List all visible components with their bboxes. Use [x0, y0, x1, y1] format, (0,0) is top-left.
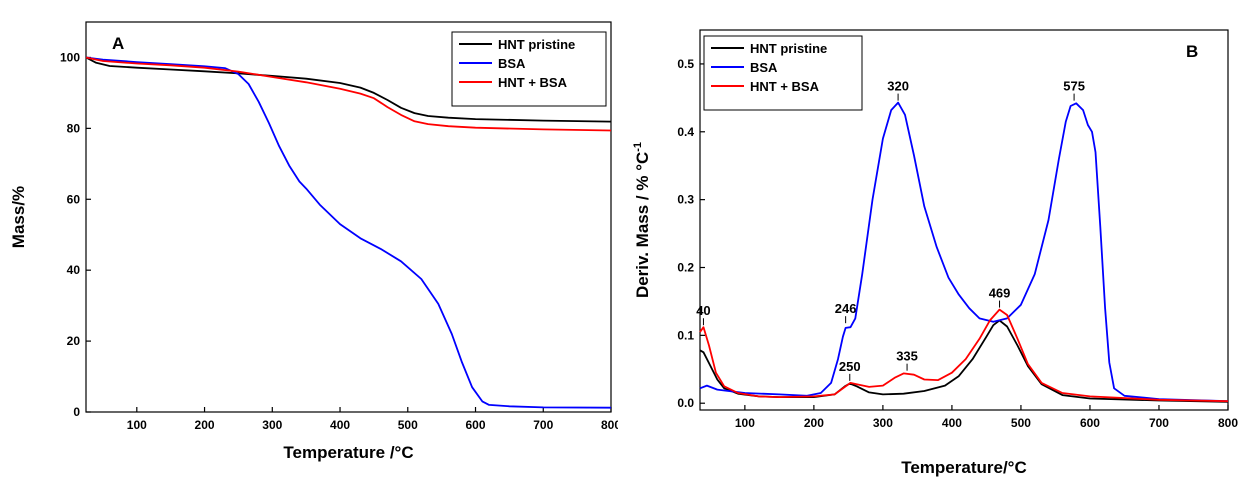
x-tick-label-a-600: 600	[466, 418, 486, 432]
y-axis-title-b-sup: -1	[632, 142, 644, 152]
y-tick-label-b-0-2: 0.2	[677, 261, 694, 275]
x-tick-label-a-200: 200	[195, 418, 215, 432]
y-tick-label-b-0-5: 0.5	[677, 57, 694, 71]
x-tick-label-a-500: 500	[398, 418, 418, 432]
x-tick-label-a-800: 800	[601, 418, 618, 432]
x-tick-label-a-400: 400	[330, 418, 350, 432]
y-axis-title-b-main: Deriv. Mass / % °C	[633, 152, 652, 298]
y-tick-label-a-80: 80	[67, 121, 81, 135]
legend-label-a-hnt-pristine: HNT pristine	[498, 37, 575, 52]
peak-label-b-575: 575	[1063, 79, 1085, 94]
y-tick-label-a-20: 20	[67, 334, 81, 348]
peak-label-b-320: 320	[887, 79, 909, 94]
x-tick-label-b-600: 600	[1080, 416, 1100, 430]
legend-label-a-bsa: BSA	[498, 56, 526, 71]
series-line-b-bsa	[699, 101, 1229, 403]
peak-label-b-469: 469	[989, 286, 1011, 301]
series-line-a-hnt-pristine	[85, 56, 612, 123]
y-tick-label-b-0-1: 0.1	[677, 328, 694, 342]
x-tick-label-b-300: 300	[873, 416, 893, 430]
x-tick-label-b-100: 100	[735, 416, 755, 430]
legend-label-a-hnt-bsa: HNT + BSA	[498, 75, 568, 90]
peak-label-b-40: 40	[696, 303, 710, 318]
x-tick-label-b-700: 700	[1149, 416, 1169, 430]
chart-b: 100 200 300 400 500 600 700 800 0.0 0.1 0.2 0.3 0.4 0…	[632, 29, 1238, 477]
x-tick-label-b-800: 800	[1218, 416, 1238, 430]
panel-letter-b: B	[1186, 42, 1198, 61]
y-tick-label-a-60: 60	[67, 192, 81, 206]
y-tick-label-b-0-3: 0.3	[677, 193, 694, 207]
legend-label-b-hnt-bsa: HNT + BSA	[750, 79, 820, 94]
panel-letter-a: A	[112, 34, 124, 53]
x-tick-label-a-300: 300	[262, 418, 282, 432]
x-tick-label-a-100: 100	[127, 418, 147, 432]
x-tick-label-b-500: 500	[1011, 416, 1031, 430]
peak-label-b-250: 250	[839, 359, 861, 374]
legend-label-b-bsa: BSA	[750, 60, 778, 75]
x-tick-label-b-200: 200	[804, 416, 824, 430]
y-tick-label-b-0: 0.0	[677, 396, 694, 410]
series-line-b-hnt-bsa	[699, 308, 1229, 403]
peak-label-b-246: 246	[835, 301, 857, 316]
x-tick-label-b-400: 400	[942, 416, 962, 430]
plot-frame-b	[699, 29, 1229, 411]
x-tick-label-a-700: 700	[533, 418, 553, 432]
y-tick-label-a-0: 0	[73, 405, 80, 419]
plot-frame-a	[85, 21, 612, 413]
y-axis-title-b: Deriv. Mass / % °C-1	[632, 142, 652, 298]
chart-a: 100 200 300 400 500 600 700 800 0 20 40 60 80 100 A H…	[9, 21, 618, 462]
y-tick-label-a-100: 100	[60, 50, 80, 64]
legend-label-b-hnt-pristine: HNT pristine	[750, 41, 827, 56]
series-line-a-bsa	[85, 56, 612, 409]
series-line-a-hnt-bsa	[85, 56, 612, 132]
y-tick-label-b-0-4: 0.4	[677, 125, 694, 139]
x-axis-title-b: Temperature/°C	[901, 458, 1027, 477]
x-axis-title-a: Temperature /°C	[283, 443, 413, 462]
peak-label-b-335: 335	[896, 349, 918, 364]
y-tick-label-a-40: 40	[67, 263, 81, 277]
y-axis-title-a: Mass/%	[9, 186, 28, 248]
